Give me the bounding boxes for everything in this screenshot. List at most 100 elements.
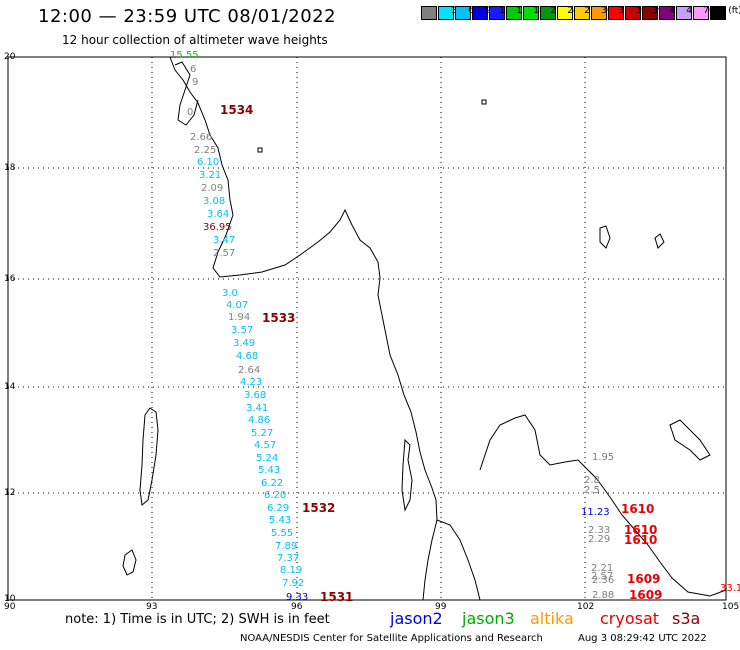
wave-height-value: 2.8 [584, 475, 600, 486]
wave-height-value: 15.55 [170, 50, 199, 61]
pass-number: 1531 [320, 590, 354, 604]
wave-height-value: 5.43 [269, 515, 292, 526]
wave-height-value: 5.55 [271, 528, 294, 539]
latitude-label: 18 [4, 163, 16, 173]
scale-swatch [625, 6, 641, 20]
latitude-label: 10 [4, 594, 16, 604]
scale-swatch [574, 6, 590, 20]
scale-label: 45 [686, 6, 698, 16]
wave-height-value: 4.86 [248, 415, 271, 426]
scale-label: 24 [567, 6, 579, 16]
scale-swatch [438, 6, 454, 20]
scale-label: 27 [584, 6, 596, 16]
scale-swatch [540, 6, 556, 20]
wave-height-value: 36.95 [203, 222, 232, 233]
pass-number: 1532 [302, 501, 336, 515]
wave-height-value: 7.37 [277, 553, 300, 564]
wave-height-value: 3.49 [233, 338, 256, 349]
pass-number: 1609 [629, 588, 663, 602]
scale-label: 30 [601, 6, 613, 16]
scale-label: 42 [669, 6, 681, 16]
wave-height-value: 9 [192, 77, 199, 88]
footnote: note: 1) Time is in UTC; 2) SWH is in fe… [65, 612, 330, 627]
longitude-label: 96 [291, 602, 303, 612]
scale-swatch [608, 6, 624, 20]
wave-height-value: 4.07 [226, 300, 249, 311]
scale-swatch [591, 6, 607, 20]
scale-label: 36 [635, 6, 647, 16]
wave-height-value: 4.23 [240, 377, 263, 388]
scale-swatch [472, 6, 488, 20]
map-title: 12:00 — 23:59 UTC 08/01/2022 [38, 6, 337, 27]
wave-height-value: 3.57 [231, 325, 254, 336]
wave-height-value: 2.88 [592, 590, 615, 601]
wave-height-value: 2.29 [588, 534, 611, 545]
scale-swatch [642, 6, 658, 20]
scale-swatch [693, 6, 709, 20]
pass-number: 1610 [624, 523, 658, 537]
wave-height-value: 7.92 [282, 578, 305, 589]
scale-label: 12 [499, 6, 511, 16]
map-subtitle: 12 hour collection of altimeter wave hei… [62, 33, 328, 47]
pass-number: 1610 [621, 502, 655, 516]
scale-swatch [455, 6, 471, 20]
scale-swatch [489, 6, 505, 20]
scale-swatch [676, 6, 692, 20]
latitude-label: 20 [4, 52, 16, 62]
satellite-cryosat: cryosat [600, 609, 660, 628]
wave-height-value: 3.41 [246, 403, 269, 414]
wave-height-value: 3.21 [199, 170, 222, 181]
pass-number: 1610 [624, 533, 658, 547]
scale-swatch [523, 6, 539, 20]
scale-label: 6 [468, 6, 474, 16]
longitude-label: 105 [722, 602, 740, 612]
wave-height-value: 8.19 [280, 565, 303, 576]
latitude-label: 12 [4, 488, 16, 498]
longitude-label: 93 [146, 602, 158, 612]
wave-height-value: 6.22 [261, 478, 284, 489]
wave-height-value: 2.5 [584, 485, 600, 496]
satellite-altika: altika [530, 609, 574, 628]
wave-height-value: 2.25 [194, 145, 217, 156]
longitude-label: 99 [435, 602, 447, 612]
wave-height-value: 2.64 [238, 365, 261, 376]
wave-height-value: 2.66 [190, 132, 213, 143]
wave-height-value: 5.24 [256, 453, 279, 464]
wave-height-value: 2.36 [592, 575, 615, 586]
wave-height-value: 4.57 [254, 440, 277, 451]
wave-height-value: 2.57 [591, 571, 614, 582]
satellite-jason3: jason3 [462, 609, 515, 628]
wave-height-value: 3.68 [244, 390, 267, 401]
wave-height-value: 6.29 [267, 503, 290, 514]
wave-height-value: 0 [187, 107, 194, 118]
satellite-s3a: s3a [672, 609, 701, 628]
scale-unit: (ft) [728, 6, 740, 16]
wave-height-value: 2.09 [201, 183, 224, 194]
scale-label: 9 [485, 6, 491, 16]
wave-height-value: 6.20 [264, 490, 287, 501]
scale-swatch [557, 6, 573, 20]
pass-number: 1609 [627, 572, 661, 586]
wave-height-value: 3.0 [222, 288, 238, 299]
latitude-label: 14 [4, 382, 16, 392]
satellite-jason2: jason2 [390, 609, 443, 628]
wave-height-value: 7.89 [275, 541, 298, 552]
pass-number: 1534 [220, 103, 254, 117]
wave-height-value: 2.21 [591, 563, 614, 574]
scale-swatch [421, 6, 437, 20]
credit-line: NOAA/NESDIS Center for Satellite Applica… [240, 633, 543, 644]
longitude-label: 102 [577, 602, 595, 612]
wave-height-value: 3.64 [207, 209, 230, 220]
generation-timestamp: Aug 3 08:29:42 UTC 2022 [578, 633, 707, 644]
scale-label: 33 [618, 6, 630, 16]
scale-label: 18 [533, 6, 545, 16]
scale-swatch [659, 6, 675, 20]
wave-height-value: 2.57 [213, 248, 236, 259]
scale-label: 70 [703, 6, 715, 16]
scale-label: 39 [652, 6, 664, 16]
wave-height-value: 3.47 [213, 235, 236, 246]
wave-height-value: 33.1 [720, 583, 740, 594]
wave-height-value: 11.23 [581, 507, 610, 518]
latitude-label: 16 [4, 274, 16, 284]
